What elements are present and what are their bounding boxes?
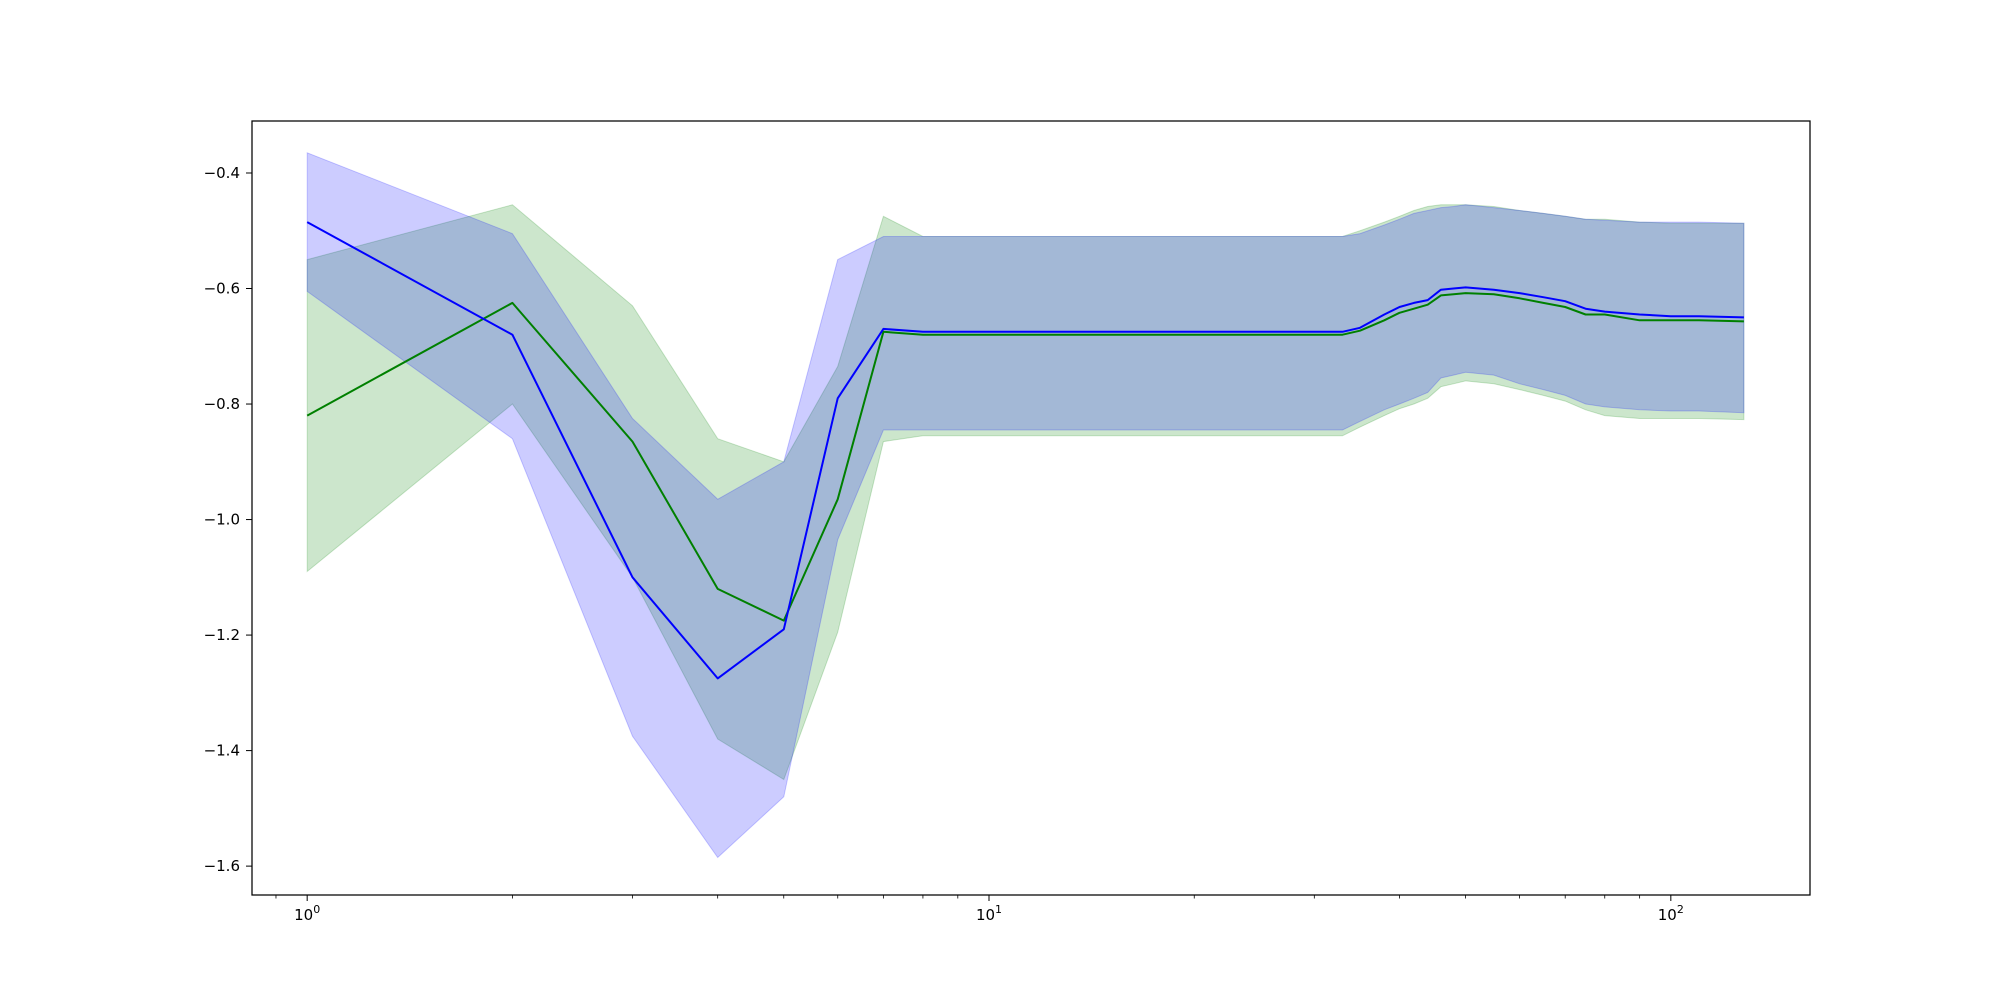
y-tick-label: −0.8 (204, 395, 240, 413)
x-tick-label: 101 (976, 903, 1002, 924)
series-0-line (306, 292, 1744, 622)
series-1-line (306, 221, 1744, 680)
series-0-band (306, 204, 1745, 781)
x-tick-label: 102 (1658, 903, 1684, 924)
x-tick-exponent: 1 (995, 903, 1002, 916)
y-tick-label: −1.2 (204, 626, 240, 644)
plot-area-frame (251, 120, 1811, 896)
y-tick-label: −1.4 (204, 742, 240, 760)
x-tick-exponent: 2 (1677, 903, 1684, 916)
confidence-bands (306, 152, 1745, 859)
x-tick-label: 100 (294, 903, 320, 924)
series-lines (306, 221, 1744, 680)
series-1-band (306, 152, 1745, 859)
x-axis: 100 101 102 (275, 895, 1684, 924)
y-tick-label: −1.6 (204, 857, 240, 875)
y-tick-label: −1.0 (204, 511, 240, 529)
x-tick-exponent: 0 (313, 903, 320, 916)
y-tick-label: −0.4 (204, 164, 240, 182)
y-tick-label: −0.6 (204, 280, 240, 298)
y-axis: −0.4 −0.6 −0.8 −1.0 −1.2 −1.4 −1.6 (204, 164, 252, 875)
